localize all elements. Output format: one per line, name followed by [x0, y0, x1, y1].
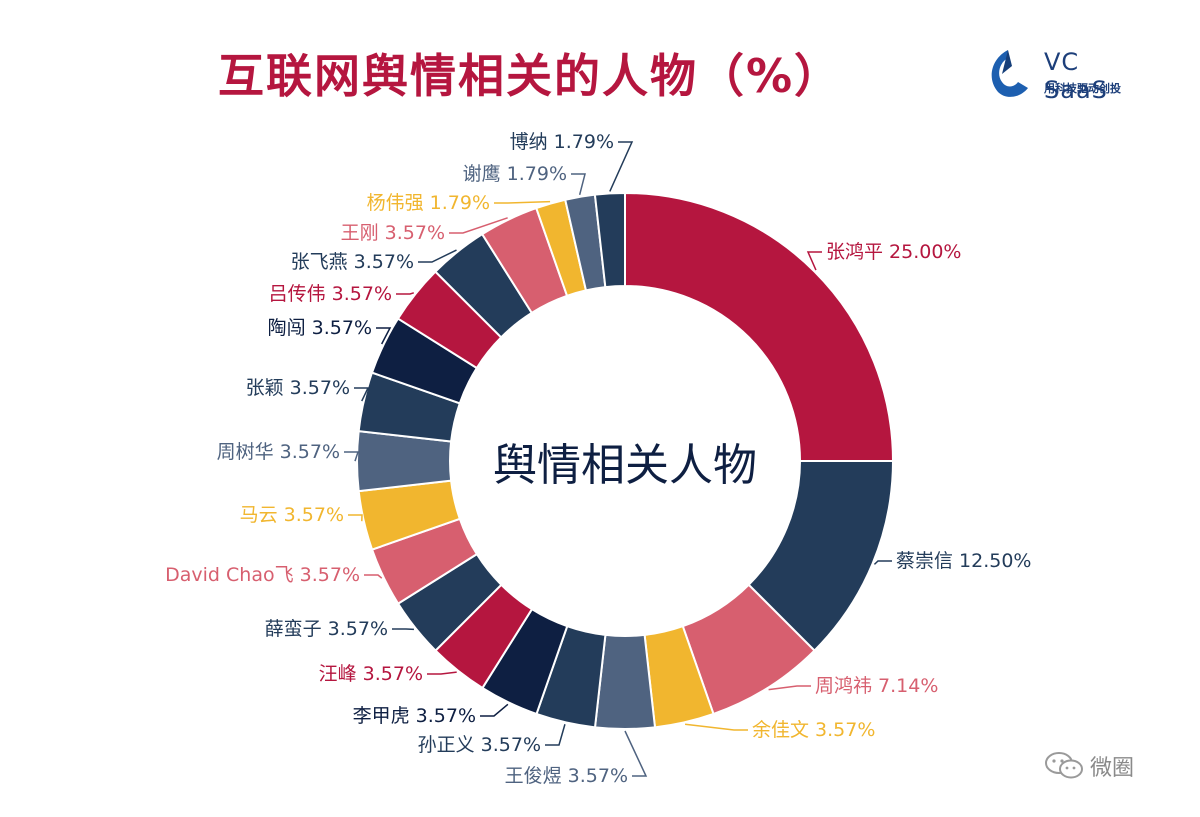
leader-line-3 [684, 723, 748, 731]
data-label-7: 汪峰 3.57% [319, 663, 423, 685]
leader-line-18 [571, 173, 586, 196]
slice-19 [593, 191, 626, 289]
labels-layer: 张鸿平 25.00% 蔡崇信 12.50% 周鸿祎 7.14% 余佳文 3.57% 王俊… [165, 131, 1031, 787]
data-label-5: 孙正义 3.57% [418, 734, 541, 756]
data-label-19: 博纳 1.79% [510, 131, 614, 153]
data-label-3: 余佳文 3.57% [752, 719, 875, 741]
data-label-12: 张颖 3.57% [246, 377, 350, 399]
leader-line-13 [376, 327, 392, 345]
data-label-1: 蔡崇信 12.50% [896, 550, 1032, 572]
logo-tagline: 用科技驱动创投 [1044, 82, 1121, 95]
logo-mark-icon [991, 50, 1028, 97]
data-label-6: 李甲虎 3.57% [353, 705, 476, 727]
leader-line-17 [494, 200, 551, 204]
leader-lines-layer [344, 141, 892, 777]
leader-line-6 [480, 703, 509, 717]
vc-saas-logo: VC SaaS 用科技驱动创投 [978, 44, 1148, 104]
data-label-16: 王刚 3.57% [341, 222, 445, 244]
data-label-11: 周树华 3.57% [217, 441, 340, 463]
data-label-2: 周鸿祎 7.14% [815, 675, 938, 697]
leader-line-15 [418, 249, 457, 263]
data-label-10: 马云 3.57% [240, 504, 344, 526]
leader-line-1 [873, 560, 892, 565]
data-label-13: 陶闯 3.57% [268, 317, 372, 339]
leader-line-0 [806, 251, 822, 271]
data-label-8: 薛蛮子 3.57% [265, 618, 388, 640]
chart-title: 互联网舆情相关的人物（%） [217, 49, 843, 103]
slice-0 [624, 191, 895, 463]
leader-line-19 [609, 141, 634, 192]
leader-line-7 [427, 671, 457, 675]
leader-line-11 [344, 451, 360, 462]
data-label-9: David Chao飞 3.57% [165, 564, 360, 586]
watermark: 微圈 [1044, 748, 1134, 784]
leader-line-9 [364, 574, 383, 579]
leader-line-5 [545, 724, 566, 746]
center-label: 舆情相关人物 [493, 440, 757, 491]
data-label-0: 张鸿平 25.00% [826, 241, 962, 263]
leader-line-10 [348, 514, 363, 522]
leader-line-16 [449, 217, 508, 234]
data-label-14: 吕传伟 3.57% [269, 283, 392, 305]
leader-line-2 [768, 685, 811, 691]
leader-line-12 [354, 387, 370, 402]
data-label-17: 杨伟强 1.79% [367, 192, 490, 214]
leader-line-4 [624, 730, 648, 777]
data-label-4: 王俊煜 3.57% [505, 765, 628, 787]
data-label-15: 张飞燕 3.57% [291, 251, 414, 273]
logo-brand-text: VC SaaS [1044, 48, 1108, 104]
leader-line-14 [396, 292, 415, 295]
wechat-bubble-icon [1045, 752, 1083, 779]
watermark-text: 微圈 [1090, 756, 1135, 781]
slices-layer [356, 191, 895, 730]
data-label-18: 谢鹰 1.79% [463, 163, 567, 185]
